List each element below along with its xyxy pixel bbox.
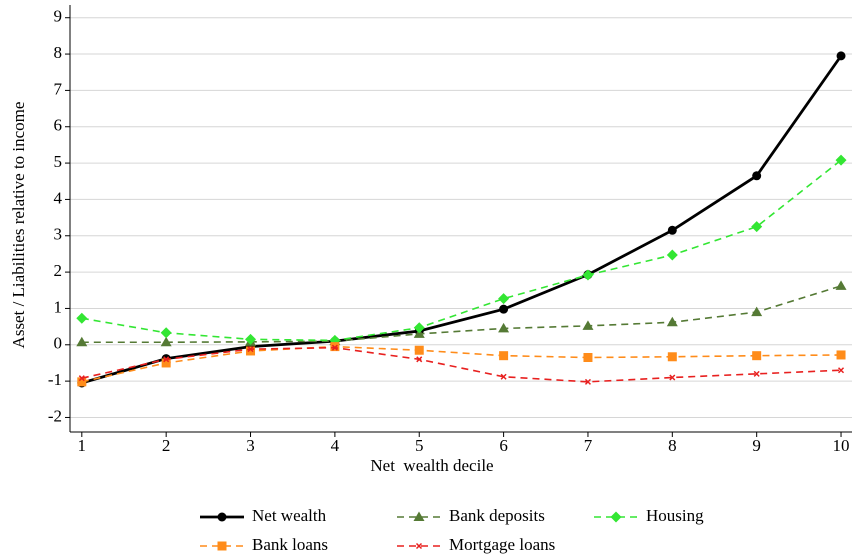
y-tick-label: 8 (54, 43, 63, 62)
point (160, 327, 172, 339)
x-tick-label: 5 (415, 436, 424, 455)
legend-marker (413, 511, 425, 521)
point (161, 358, 171, 368)
x-axis-label: Net wealth decile (370, 456, 493, 475)
point (498, 293, 510, 305)
legend-marker (217, 512, 227, 522)
x-tick-label: 4 (331, 436, 340, 455)
legend-marker (415, 542, 423, 550)
point (499, 351, 509, 361)
legend-item: Housing (594, 506, 704, 525)
legend-label: Housing (646, 506, 704, 525)
point (584, 378, 591, 385)
y-tick-label: 1 (54, 297, 63, 316)
point (669, 374, 676, 381)
legend-label: Net wealth (252, 506, 327, 525)
legend-item: Bank loans (200, 535, 328, 554)
series-line (81, 285, 842, 344)
point (667, 225, 677, 235)
series-line (81, 55, 843, 385)
point (245, 333, 257, 345)
y-tick-label: 5 (54, 152, 63, 171)
point (752, 351, 762, 361)
point (246, 346, 256, 356)
point (77, 377, 87, 387)
point (835, 280, 847, 290)
legend-item: Net wealth (200, 506, 327, 525)
legend-item: Mortgage loans (397, 535, 555, 554)
legend-marker (217, 541, 227, 551)
point (751, 306, 763, 317)
series-line (81, 346, 842, 383)
point (78, 375, 85, 382)
y-tick-label: 9 (54, 7, 63, 26)
point (247, 346, 254, 353)
point (500, 373, 507, 380)
legend-label: Bank loans (252, 535, 328, 554)
point (163, 356, 170, 363)
point (583, 353, 593, 363)
x-tick-label: 10 (833, 436, 850, 455)
legend-item: Bank deposits (397, 506, 545, 525)
y-tick-label: -2 (48, 406, 62, 425)
point (835, 154, 847, 166)
legend-label: Mortgage loans (449, 535, 555, 554)
point (666, 249, 678, 261)
series-line (81, 345, 842, 383)
point (667, 352, 677, 362)
point (76, 336, 88, 347)
point (160, 336, 172, 347)
point (499, 304, 509, 314)
point (330, 342, 340, 352)
point (498, 322, 510, 333)
legend-label: Bank deposits (449, 506, 545, 525)
point (751, 221, 763, 233)
point (582, 269, 594, 281)
y-axis-label: Asset / Liabilities relative to income (9, 102, 28, 349)
y-tick-label: -1 (48, 370, 62, 389)
x-tick-label: 7 (584, 436, 593, 455)
x-tick-label: 2 (162, 436, 171, 455)
series-line (81, 159, 842, 342)
point (331, 344, 338, 351)
point (76, 312, 88, 324)
x-tick-label: 8 (668, 436, 677, 455)
y-tick-label: 2 (54, 261, 63, 280)
x-tick-label: 1 (78, 436, 87, 455)
point (836, 51, 846, 61)
point (414, 345, 424, 355)
y-tick-label: 6 (54, 116, 63, 135)
x-tick-label: 9 (752, 436, 761, 455)
point (753, 370, 760, 377)
point (416, 356, 423, 363)
y-tick-label: 0 (54, 334, 63, 353)
point (666, 316, 678, 327)
x-tick-label: 3 (246, 436, 255, 455)
point (836, 350, 846, 360)
legend-marker (610, 511, 622, 523)
y-tick-label: 3 (54, 225, 63, 244)
point (413, 322, 425, 334)
y-tick-label: 7 (54, 79, 63, 98)
x-tick-label: 6 (499, 436, 508, 455)
point (752, 171, 762, 181)
y-tick-label: 4 (54, 188, 63, 207)
point (582, 320, 594, 330)
point (838, 367, 845, 374)
